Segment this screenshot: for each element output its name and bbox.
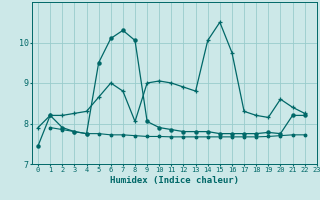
X-axis label: Humidex (Indice chaleur): Humidex (Indice chaleur) <box>110 176 239 185</box>
